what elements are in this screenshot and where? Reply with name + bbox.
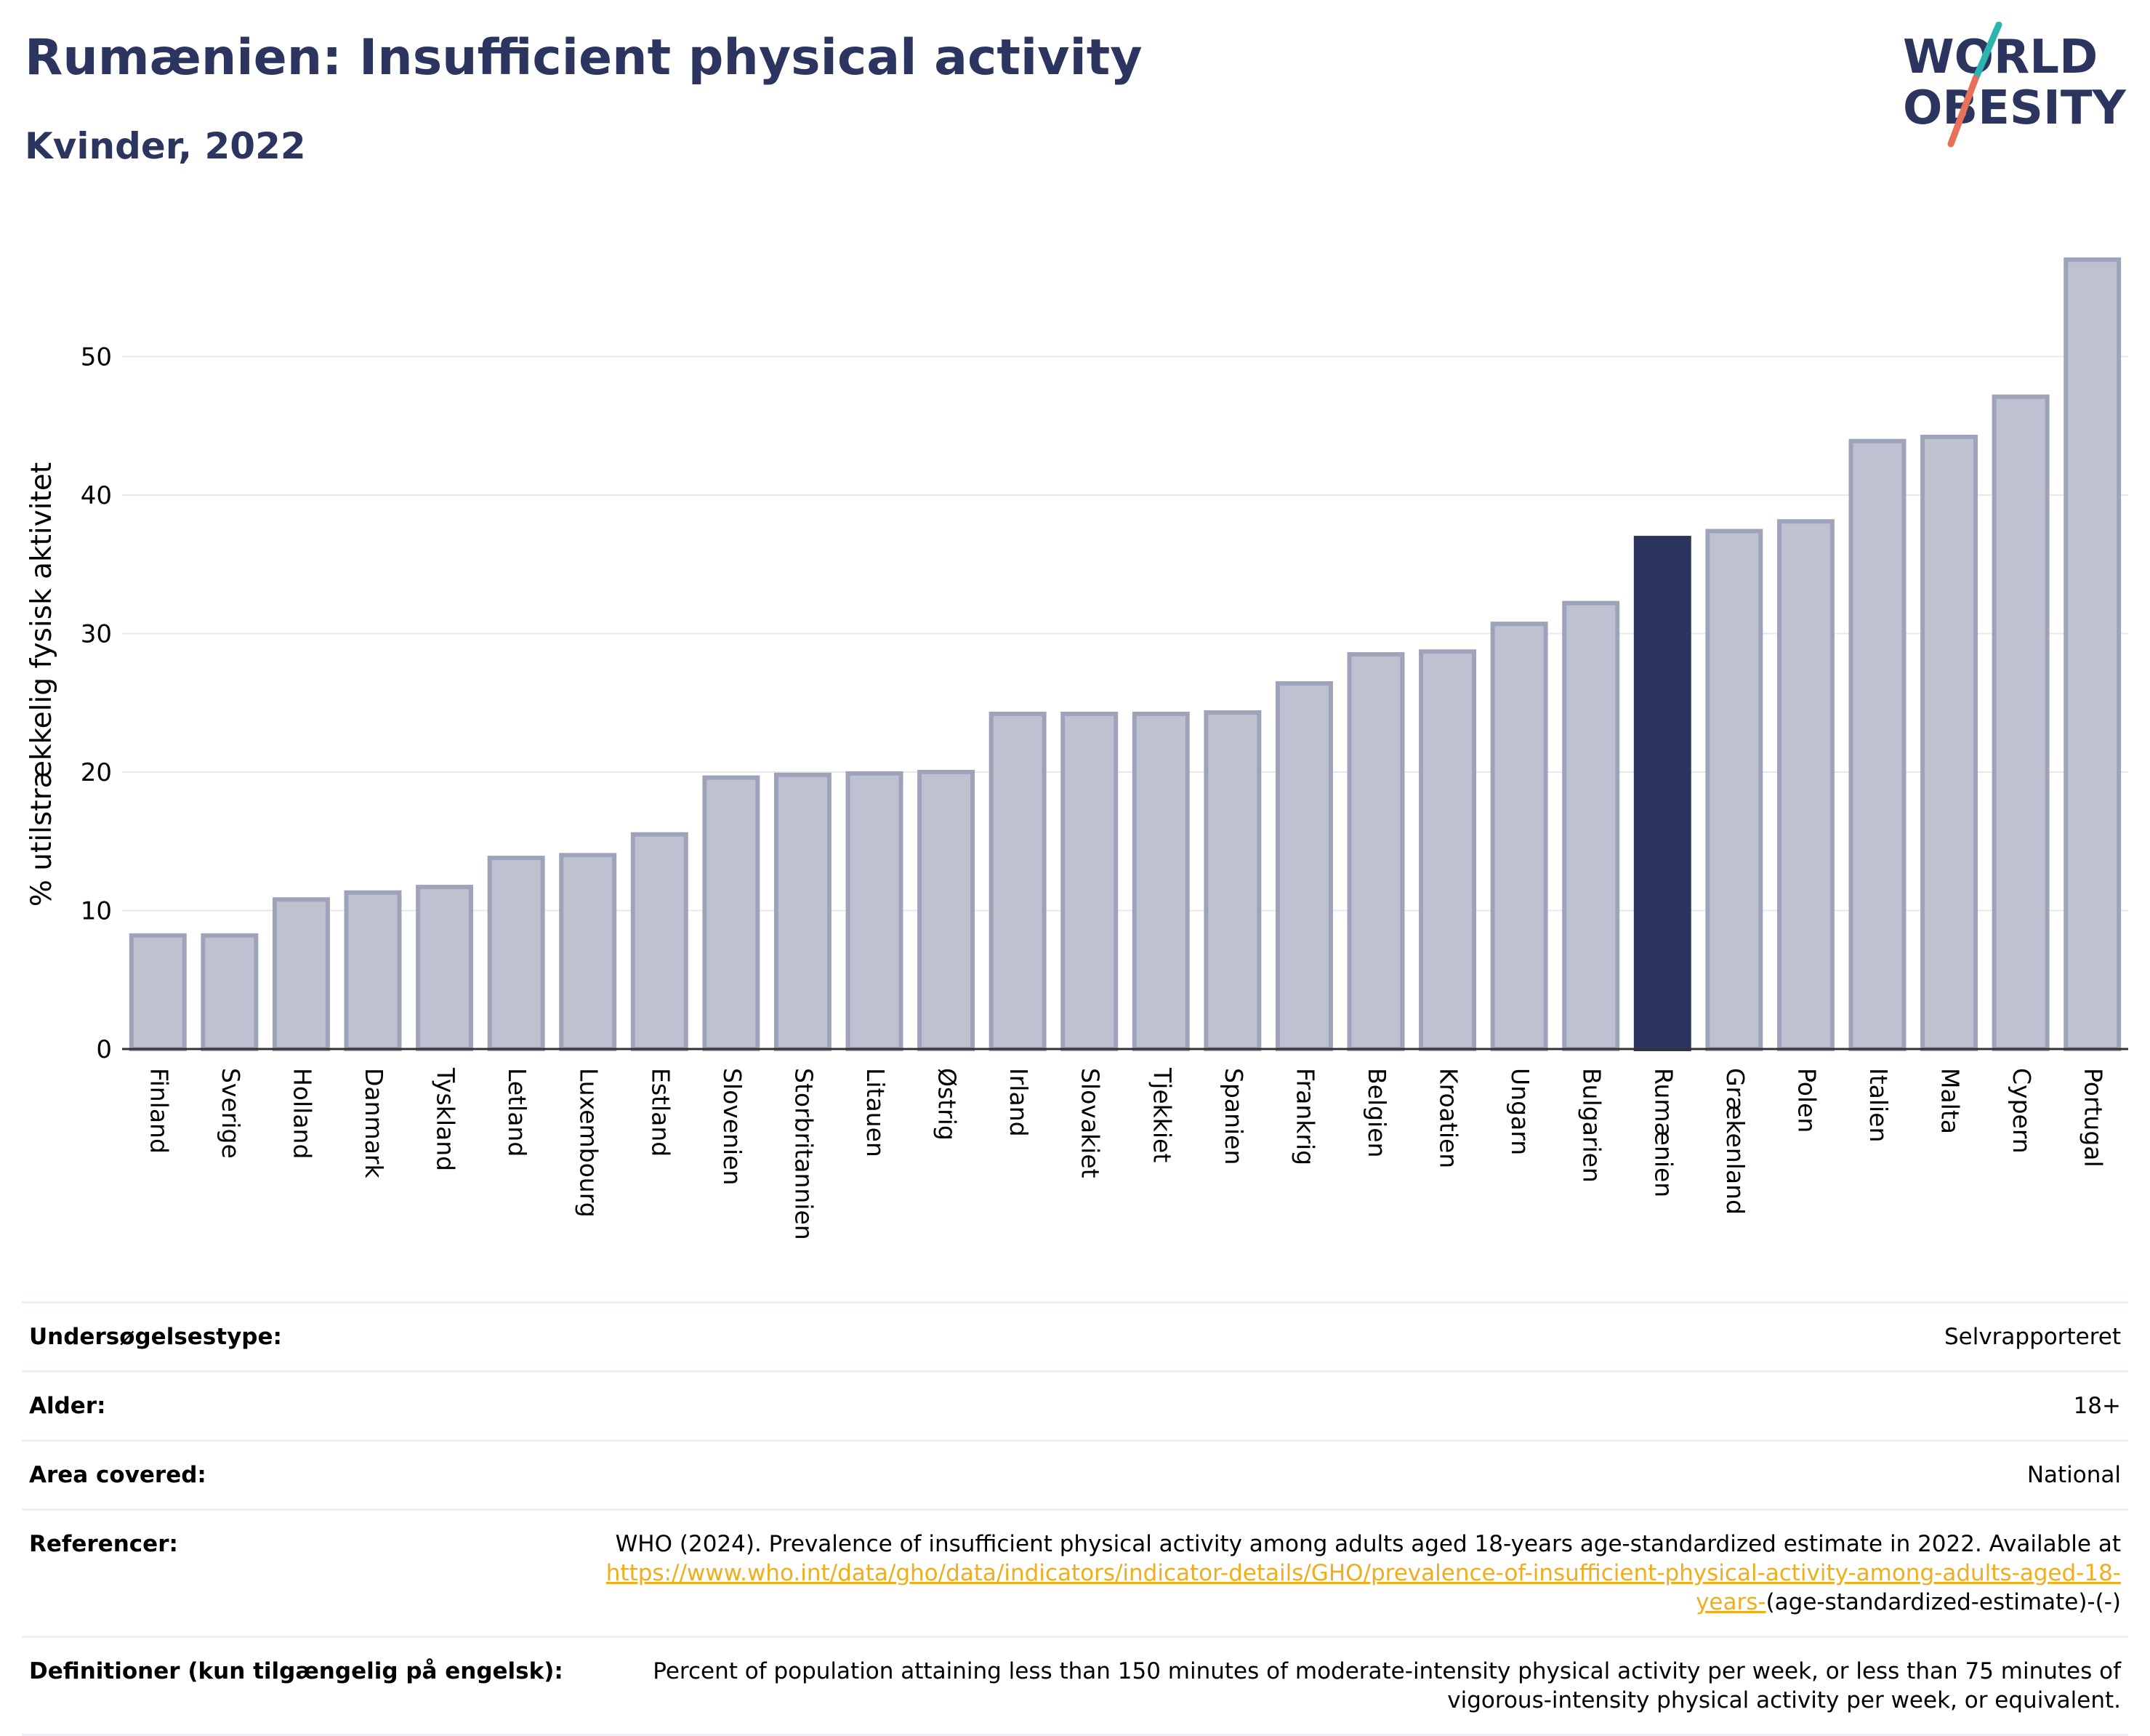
bar-luxembourg[interactable] — [559, 853, 617, 1052]
x-tick-label: Holland — [288, 1068, 316, 1159]
bar-estland[interactable] — [630, 832, 688, 1051]
x-tick-label: Irland — [1004, 1068, 1033, 1137]
chart-subtitle: Kvinder, 2022 — [25, 125, 306, 167]
bar-polen[interactable] — [1776, 519, 1835, 1051]
bar-portugal[interactable] — [2064, 257, 2122, 1051]
survey-type-label: Undersøgelsestype: — [29, 1324, 282, 1350]
x-tick-label: Østrig — [933, 1068, 962, 1141]
x-tick-label: Storbritannien — [789, 1068, 818, 1240]
survey-type-row: Undersøgelsestype: Selvrapporteret — [22, 1301, 2128, 1370]
x-tick-label: Litauen — [861, 1068, 890, 1157]
bar-slovenien[interactable] — [702, 775, 760, 1051]
bar-danmark[interactable] — [344, 890, 402, 1051]
area-row: Area covered: National — [22, 1439, 2128, 1508]
y-tick-label: 30 — [81, 620, 112, 649]
survey-type-value: Selvrapporteret — [1944, 1324, 2121, 1350]
y-tick-label: 0 — [96, 1035, 112, 1064]
bars — [129, 257, 2122, 1052]
x-tick-label: Ungarn — [1506, 1068, 1534, 1155]
bar-kroatien[interactable] — [1419, 649, 1477, 1051]
bar-cypern[interactable] — [1992, 394, 2050, 1051]
x-tick-label: Finland — [145, 1068, 173, 1154]
bar-letland[interactable] — [487, 856, 545, 1051]
bar-storbritannien[interactable] — [773, 772, 832, 1052]
bar-sverige[interactable] — [201, 933, 259, 1052]
y-tick-label: 20 — [81, 758, 112, 787]
x-tick-label: Slovenien — [718, 1068, 746, 1185]
x-tick-label: Belgien — [1363, 1068, 1391, 1157]
y-tick-label: 10 — [81, 897, 112, 926]
age-value: 18+ — [2073, 1393, 2121, 1419]
x-tick-label: Bulgarien — [1578, 1068, 1606, 1183]
bar-holland[interactable] — [272, 897, 330, 1052]
x-tick-label: Tyskland — [432, 1067, 460, 1171]
bar-tyskland[interactable] — [416, 885, 474, 1051]
references-link[interactable]: https://www.who.int/data/gho/data/indica… — [605, 1560, 2121, 1615]
x-tick-label: Frankrig — [1291, 1068, 1319, 1165]
area-value: National — [2026, 1462, 2121, 1488]
age-label: Alder: — [29, 1393, 106, 1419]
bar-spanien[interactable] — [1204, 710, 1262, 1052]
bar-litauen[interactable] — [845, 771, 903, 1052]
x-tick-label: Portugal — [2079, 1068, 2108, 1168]
bar-malta[interactable] — [1920, 434, 1978, 1051]
logo-slash-top — [1972, 22, 2002, 82]
bar-frankrig[interactable] — [1275, 681, 1333, 1052]
x-tick-label: Letland — [503, 1068, 531, 1157]
definitions-value: Percent of population attaining less tha… — [653, 1658, 2121, 1713]
definitions-row: Definitioner (kun tilgængelig på engelsk… — [22, 1636, 2128, 1736]
bar-rumænien[interactable] — [1633, 536, 1691, 1051]
bar-østrig[interactable] — [917, 770, 975, 1051]
area-label: Area covered: — [29, 1462, 206, 1488]
x-tick-label: Kroatien — [1435, 1068, 1463, 1168]
x-tick-label: Grækenland — [1721, 1068, 1750, 1215]
references-suffix: (age-standardized-estimate)-(-) — [1766, 1589, 2121, 1615]
y-axis-title: % utilstrækkelig fysisk aktivitet — [25, 462, 58, 907]
logo-slash-bottom — [1947, 75, 1979, 148]
x-tick-label: Slovakiet — [1076, 1068, 1105, 1178]
bar-finland[interactable] — [129, 933, 187, 1052]
y-tick-label: 50 — [81, 343, 112, 372]
x-category-labels: Finland Sverige Holland Danmark Tyskland Letl… — [145, 1067, 2107, 1240]
bar-slovakiet[interactable] — [1060, 711, 1119, 1051]
bar-belgien[interactable] — [1347, 652, 1405, 1051]
x-tick-label: Malta — [1936, 1068, 1965, 1134]
x-tick-label: Sverige — [217, 1068, 245, 1159]
bar-grækenland[interactable] — [1705, 529, 1763, 1051]
info-table: Undersøgelsestype: Selvrapporteret Alder… — [22, 1301, 2128, 1736]
y-tick-label: 40 — [81, 481, 112, 510]
references-text: WHO (2024). Prevalence of insufficient p… — [615, 1531, 2121, 1557]
bar-chart: 0 10 20 30 40 50 Finland Sverige Holland Danmark… — [25, 257, 2128, 1240]
logo-word-obesity: OBESITY — [1903, 81, 2126, 135]
y-tick-labels: 0 10 20 30 40 50 — [81, 343, 112, 1065]
references-row: Referencer: WHO (2024). Prevalence of in… — [22, 1508, 2128, 1636]
bar-italien[interactable] — [1848, 438, 1907, 1051]
x-tick-label: Polen — [1792, 1068, 1821, 1133]
x-tick-label: Luxembourg — [575, 1068, 603, 1218]
chart-title: Rumænien: Insufficient physical activity — [25, 29, 1143, 87]
x-tick-label: Tjekkiet — [1148, 1067, 1176, 1162]
logo-word-world: WORLD — [1903, 31, 2098, 84]
x-tick-label: Danmark — [360, 1068, 388, 1178]
bar-irland[interactable] — [989, 711, 1047, 1051]
bar-bulgarien[interactable] — [1562, 600, 1620, 1051]
bar-ungarn[interactable] — [1490, 622, 1548, 1051]
age-row: Alder: 18+ — [22, 1370, 2128, 1439]
world-obesity-logo: WORLD OBESITY — [1903, 22, 2126, 148]
x-tick-label: Estland — [646, 1068, 675, 1157]
x-tick-label: Cypern — [2008, 1068, 2036, 1154]
x-tick-label: Spanien — [1220, 1068, 1248, 1165]
references-value: WHO (2024). Prevalence of insufficient p… — [558, 1530, 2121, 1617]
definitions-label: Definitioner (kun tilgængelig på engelsk… — [29, 1658, 563, 1684]
references-label: Referencer: — [29, 1531, 178, 1557]
x-tick-label: Italien — [1864, 1068, 1893, 1142]
bar-tjekkiet[interactable] — [1132, 711, 1190, 1051]
x-tick-label: Rumænien — [1649, 1068, 1678, 1197]
